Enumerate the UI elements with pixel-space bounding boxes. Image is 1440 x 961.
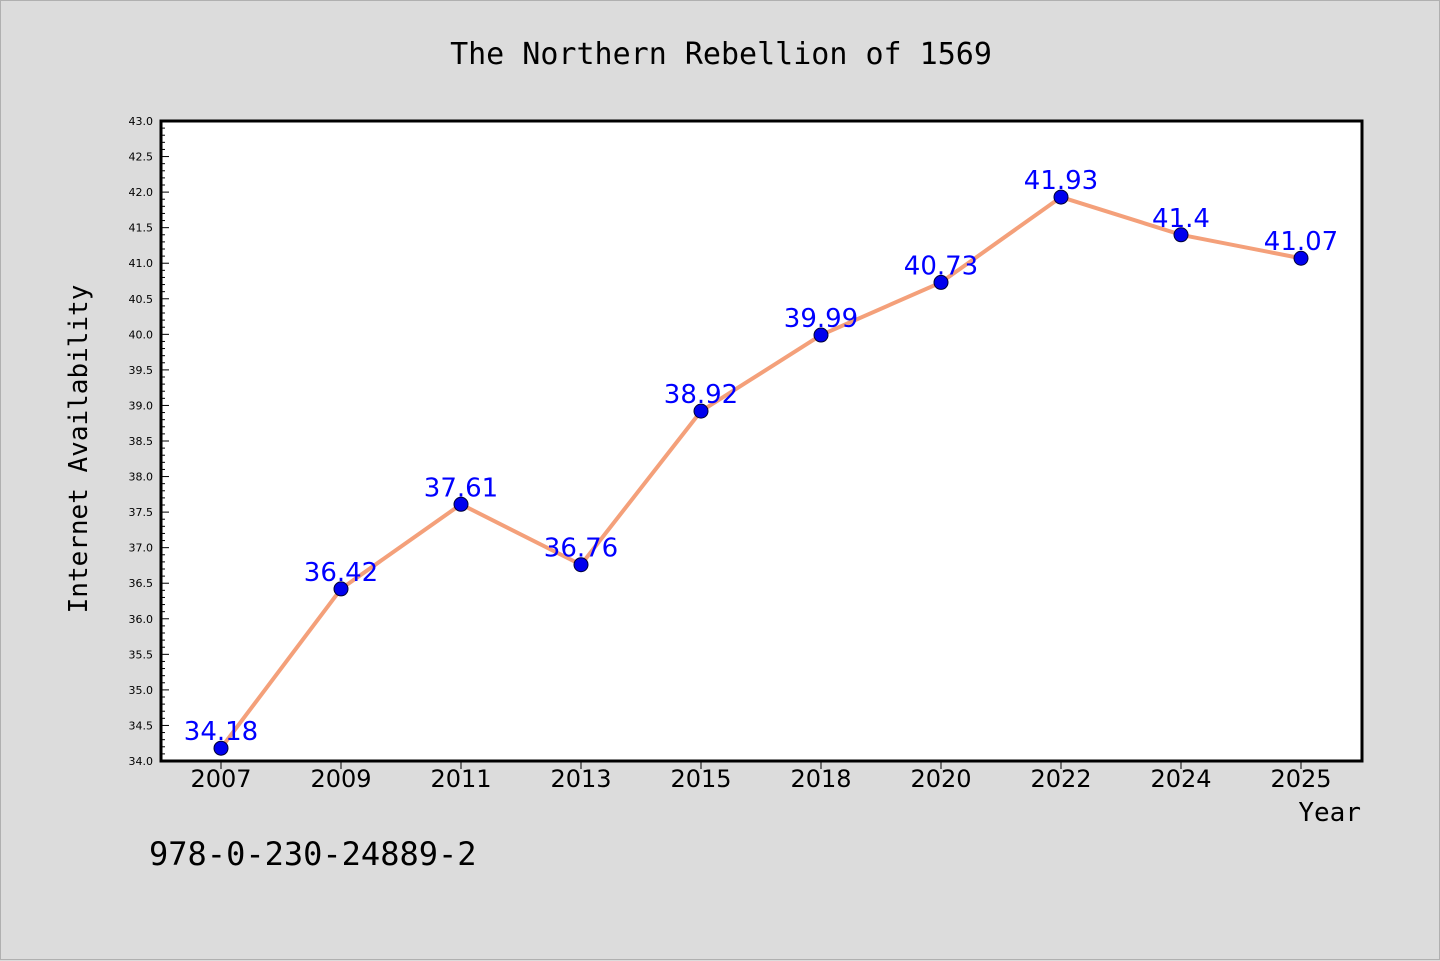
y-tick-label: 34.0 bbox=[129, 755, 154, 768]
y-tick-label: 38.5 bbox=[129, 435, 154, 448]
y-tick-label: 42.5 bbox=[129, 151, 154, 164]
chart-title: The Northern Rebellion of 1569 bbox=[450, 37, 992, 72]
x-tick-label: 2009 bbox=[310, 765, 371, 793]
data-label: 40.73 bbox=[904, 251, 978, 281]
data-label: 36.42 bbox=[304, 558, 378, 588]
x-tick-label: 2024 bbox=[1150, 765, 1211, 793]
data-point bbox=[453, 496, 469, 512]
y-tick-label: 38.0 bbox=[129, 471, 154, 484]
data-point bbox=[693, 403, 709, 419]
data-point bbox=[333, 581, 349, 597]
data-point bbox=[813, 327, 829, 343]
data-point bbox=[213, 740, 229, 756]
x-tick-label: 2011 bbox=[430, 765, 491, 793]
data-label: 38.92 bbox=[664, 380, 738, 410]
y-tick-label: 37.0 bbox=[129, 542, 154, 555]
y-tick-label: 42.0 bbox=[129, 186, 154, 199]
data-point bbox=[573, 557, 589, 573]
y-tick-label: 35.5 bbox=[129, 648, 154, 661]
data-label: 41.93 bbox=[1024, 166, 1098, 196]
x-tick-label: 2022 bbox=[1030, 765, 1091, 793]
y-axis-label: Internet Availability bbox=[64, 285, 94, 614]
x-axis-label: Year bbox=[1298, 798, 1361, 828]
x-tick-label: 2020 bbox=[910, 765, 971, 793]
data-label: 39.99 bbox=[784, 304, 858, 334]
data-label: 34.18 bbox=[184, 717, 258, 747]
data-label: 36.76 bbox=[544, 534, 618, 564]
y-tick-label: 40.0 bbox=[129, 328, 154, 341]
data-label: 41.07 bbox=[1264, 227, 1338, 257]
y-tick-label: 39.0 bbox=[129, 399, 154, 412]
series-group: 34.18 36.42 37.61 36.76 38.92 39.99 40.73 41.93… bbox=[184, 166, 1338, 756]
y-tick-label: 37.5 bbox=[129, 506, 154, 519]
series-line bbox=[219, 195, 1303, 751]
data-label: 41.4 bbox=[1152, 204, 1210, 234]
data-point bbox=[933, 274, 949, 290]
y-tick-label: 39.5 bbox=[129, 364, 154, 377]
x-tick-label: 2015 bbox=[670, 765, 731, 793]
data-point bbox=[1053, 189, 1069, 205]
data-label: 37.61 bbox=[424, 473, 498, 503]
y-tick-label: 35.0 bbox=[129, 684, 154, 697]
x-tick-label: 2013 bbox=[550, 765, 611, 793]
y-tick-label: 40.5 bbox=[129, 293, 154, 306]
y-tick-label: 36.5 bbox=[129, 577, 154, 590]
y-tick-label: 41.0 bbox=[129, 257, 154, 270]
x-axis-ticks: 2007 2009 2011 2013 2015 2018 2020 2022 2024 2025 bbox=[190, 761, 1332, 793]
isbn-text: 978-0-230-24889-2 bbox=[149, 835, 477, 873]
data-point bbox=[1293, 250, 1309, 266]
y-tick-label: 43.0 bbox=[129, 115, 154, 128]
y-tick-label: 36.0 bbox=[129, 613, 154, 626]
x-tick-label: 2018 bbox=[790, 765, 851, 793]
y-axis-ticks: 34.0 34.5 35.0 35.5 36.0 36.5 37.0 37.5 38.0 38.5… bbox=[129, 115, 169, 768]
x-tick-label: 2025 bbox=[1270, 765, 1331, 793]
data-point bbox=[1173, 227, 1189, 243]
y-tick-label: 41.5 bbox=[129, 222, 154, 235]
x-tick-label: 2007 bbox=[190, 765, 251, 793]
y-tick-label: 34.5 bbox=[129, 719, 154, 732]
